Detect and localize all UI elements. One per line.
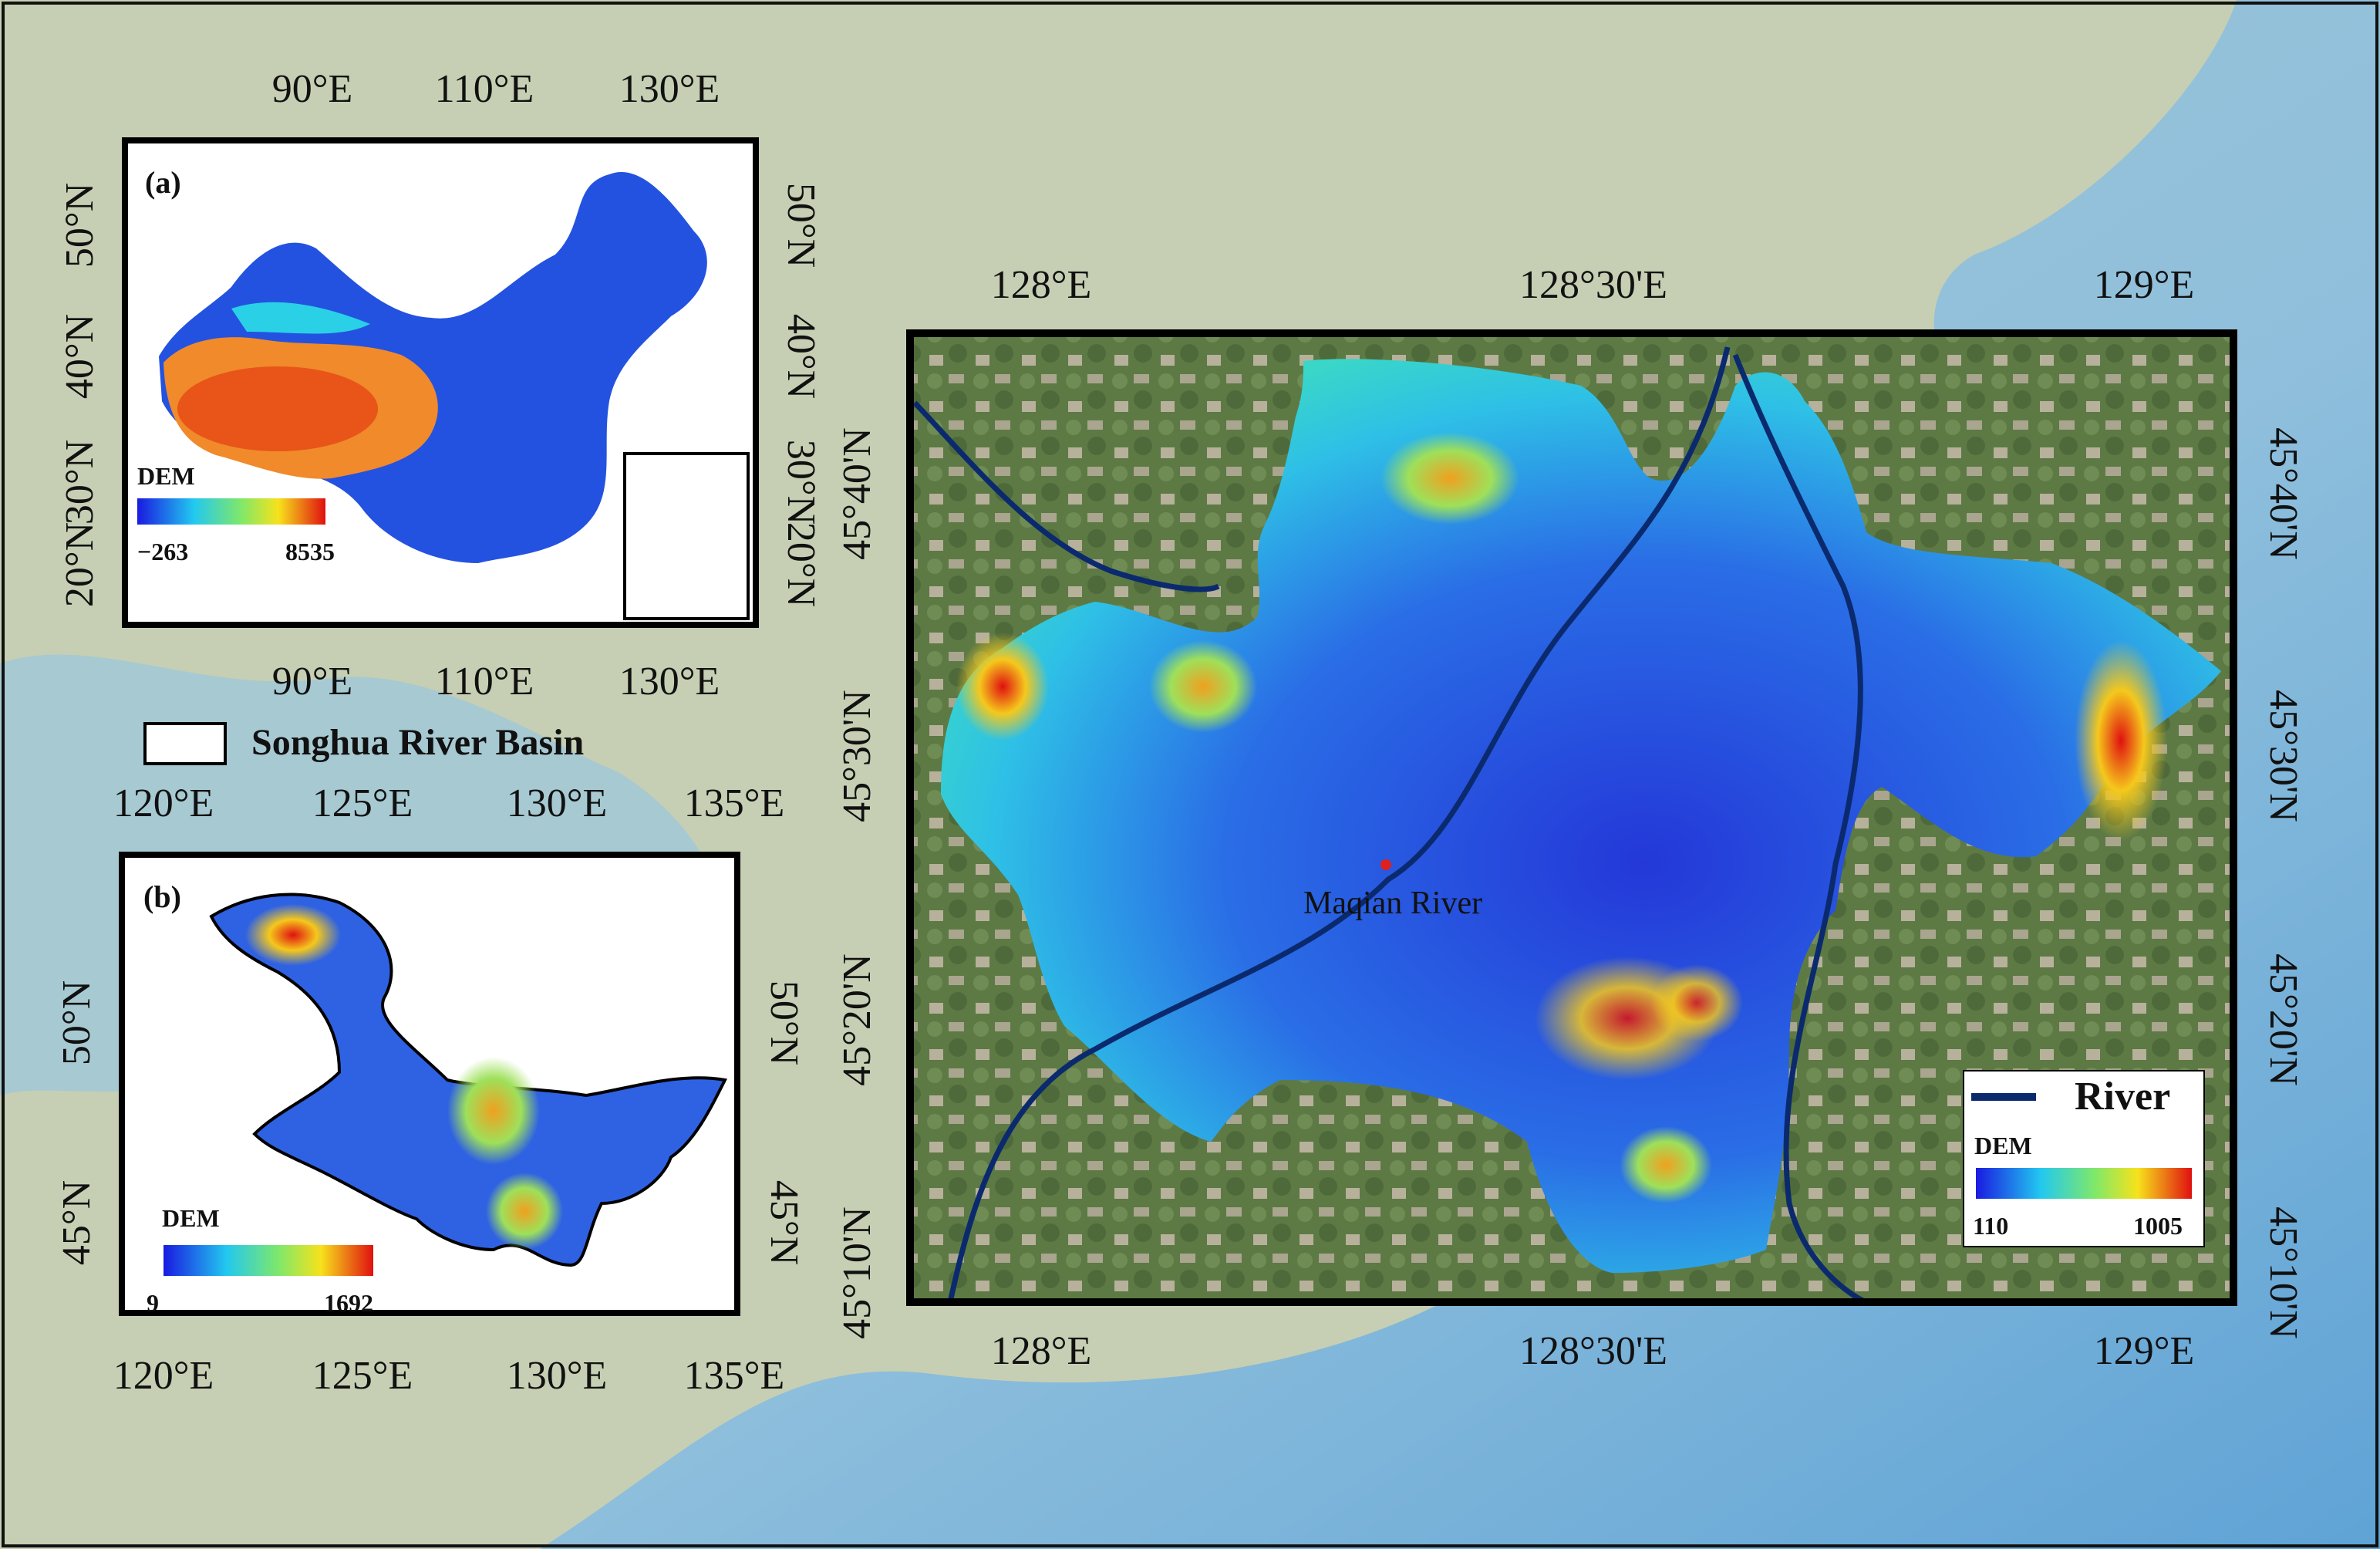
main-legend-dem-max: 1005 [2133, 1212, 2183, 1240]
main-legend-dem-colorbar [1976, 1168, 2192, 1199]
main-panel: Maqian River 128°E 128°30'E 129°E 128°E … [835, 263, 2305, 1373]
main-top-tick: 129°E [2094, 263, 2195, 307]
panel-b-top-tick: 120°E [113, 781, 214, 825]
panel-a-left-tick: 20°N [58, 522, 102, 607]
panel-a-left-tick: 50°N [58, 183, 102, 268]
panel-b-dem-colorbar [163, 1245, 373, 1276]
main-highland-northwest [1149, 640, 1257, 733]
panel-a-right-tick: 30°N [779, 440, 823, 525]
main-legend-dem-min: 110 [1973, 1212, 2008, 1240]
panel-b-left-tick: 50°N [55, 980, 99, 1065]
panel-a-bottom-tick: 130°E [619, 660, 720, 704]
panel-b-bottom-tick: 130°E [507, 1354, 608, 1398]
main-legend-river-label: River [2075, 1075, 2170, 1119]
main-bottom-tick: 129°E [2094, 1329, 2195, 1373]
panel-b-dem-min: 9 [147, 1289, 159, 1317]
panel-b-top-tick: 135°E [684, 781, 785, 825]
main-highland-north [1380, 432, 1519, 525]
panel-a-left-tick: 30°N [58, 440, 102, 525]
basin-b-south-highland [486, 1173, 563, 1250]
panel-a-dem-max: 8535 [285, 538, 335, 565]
panel-a-bottom-tick: 110°E [435, 660, 534, 704]
main-legend-dem-title: DEM [1974, 1132, 2032, 1159]
main-legend: River DEM 110 1005 [1963, 1070, 2205, 1247]
maqian-river-label: Maqian River [1303, 886, 1482, 921]
main-river-2 [947, 346, 1731, 1303]
main-top-tick: 128°E [991, 263, 1092, 307]
panel-b-top-tick: 130°E [507, 781, 608, 825]
panel-a-top-tick: 90°E [272, 67, 353, 111]
panel-b-dem-max: 1692 [324, 1289, 373, 1317]
basin-legend-label: Songhua River Basin [251, 722, 584, 763]
panel-a-dem-min: −263 [137, 538, 188, 565]
panel-a-left-tick: 40°N [58, 314, 102, 399]
china-plateau-core [177, 366, 378, 451]
main-highland-south2 [1620, 1126, 1712, 1203]
panel-b-dem-title: DEM [162, 1204, 220, 1232]
basin-legend-swatch [143, 722, 227, 765]
panel-b: (b) 120°E 125°E 130°E 135°E 120°E 125°E … [55, 781, 806, 1398]
panel-b-left-tick: 45°N [55, 1180, 99, 1265]
basin-b-northwest-peak [245, 904, 341, 966]
panel-a: (a) 90°E 110°E 130°E 90°E 110°E 130°E 50… [58, 67, 823, 704]
panel-b-bottom-tick: 125°E [312, 1354, 413, 1398]
panel-a-right-tick: 20°N [779, 522, 823, 607]
main-hotspot-west [956, 633, 1049, 741]
maqian-river-outlet-point [1380, 859, 1391, 870]
main-basin-dem [941, 359, 2221, 1274]
main-left-tick: 45°30'N [835, 690, 879, 822]
main-highland-southeast [1650, 964, 1743, 1041]
panel-b-tag: (b) [143, 879, 181, 914]
china-north-band [231, 302, 370, 334]
main-left-tick: 45°20'N [835, 953, 879, 1086]
main-left-tick: 45°10'N [835, 1206, 879, 1339]
panel-b-right-tick: 50°N [762, 980, 806, 1065]
panel-a-right-tick: 50°N [779, 183, 823, 268]
main-right-tick: 45°20'N [2261, 953, 2305, 1086]
panel-a-bottom-tick: 90°E [272, 660, 353, 704]
panel-a-top-tick: 110°E [435, 67, 534, 111]
main-river-3 [1732, 353, 1868, 1305]
panel-a-dem-title: DEM [137, 462, 195, 490]
panel-a-top-tick: 130°E [619, 67, 720, 111]
panel-b-bottom-tick: 120°E [113, 1354, 214, 1398]
main-right-tick: 45°10'N [2261, 1206, 2305, 1339]
main-right-tick: 45°40'N [2261, 427, 2305, 560]
panel-a-right-tick: 40°N [779, 314, 823, 399]
main-left-tick: 45°40'N [835, 427, 879, 560]
main-top-tick: 128°30'E [1519, 263, 1667, 307]
panel-a-tag: (a) [145, 165, 181, 200]
main-panel-frame [906, 329, 2237, 1306]
main-bottom-tick: 128°30'E [1519, 1329, 1667, 1373]
main-bottom-tick: 128°E [991, 1329, 1092, 1373]
basin-legend: Songhua River Basin [143, 722, 584, 765]
panel-b-top-tick: 125°E [312, 781, 413, 825]
panel-b-bottom-tick: 135°E [684, 1354, 785, 1398]
basin-b-center-highland [447, 1057, 540, 1165]
panel-b-right-tick: 45°N [762, 1180, 806, 1265]
songhua-basin-map [209, 893, 728, 1267]
main-right-tick: 45°30'N [2261, 690, 2305, 822]
panel-a-dem-colorbar [137, 498, 325, 525]
south-china-sea-inset [623, 452, 750, 620]
main-river-1 [912, 400, 1220, 592]
main-hotspot-east [2075, 640, 2167, 841]
